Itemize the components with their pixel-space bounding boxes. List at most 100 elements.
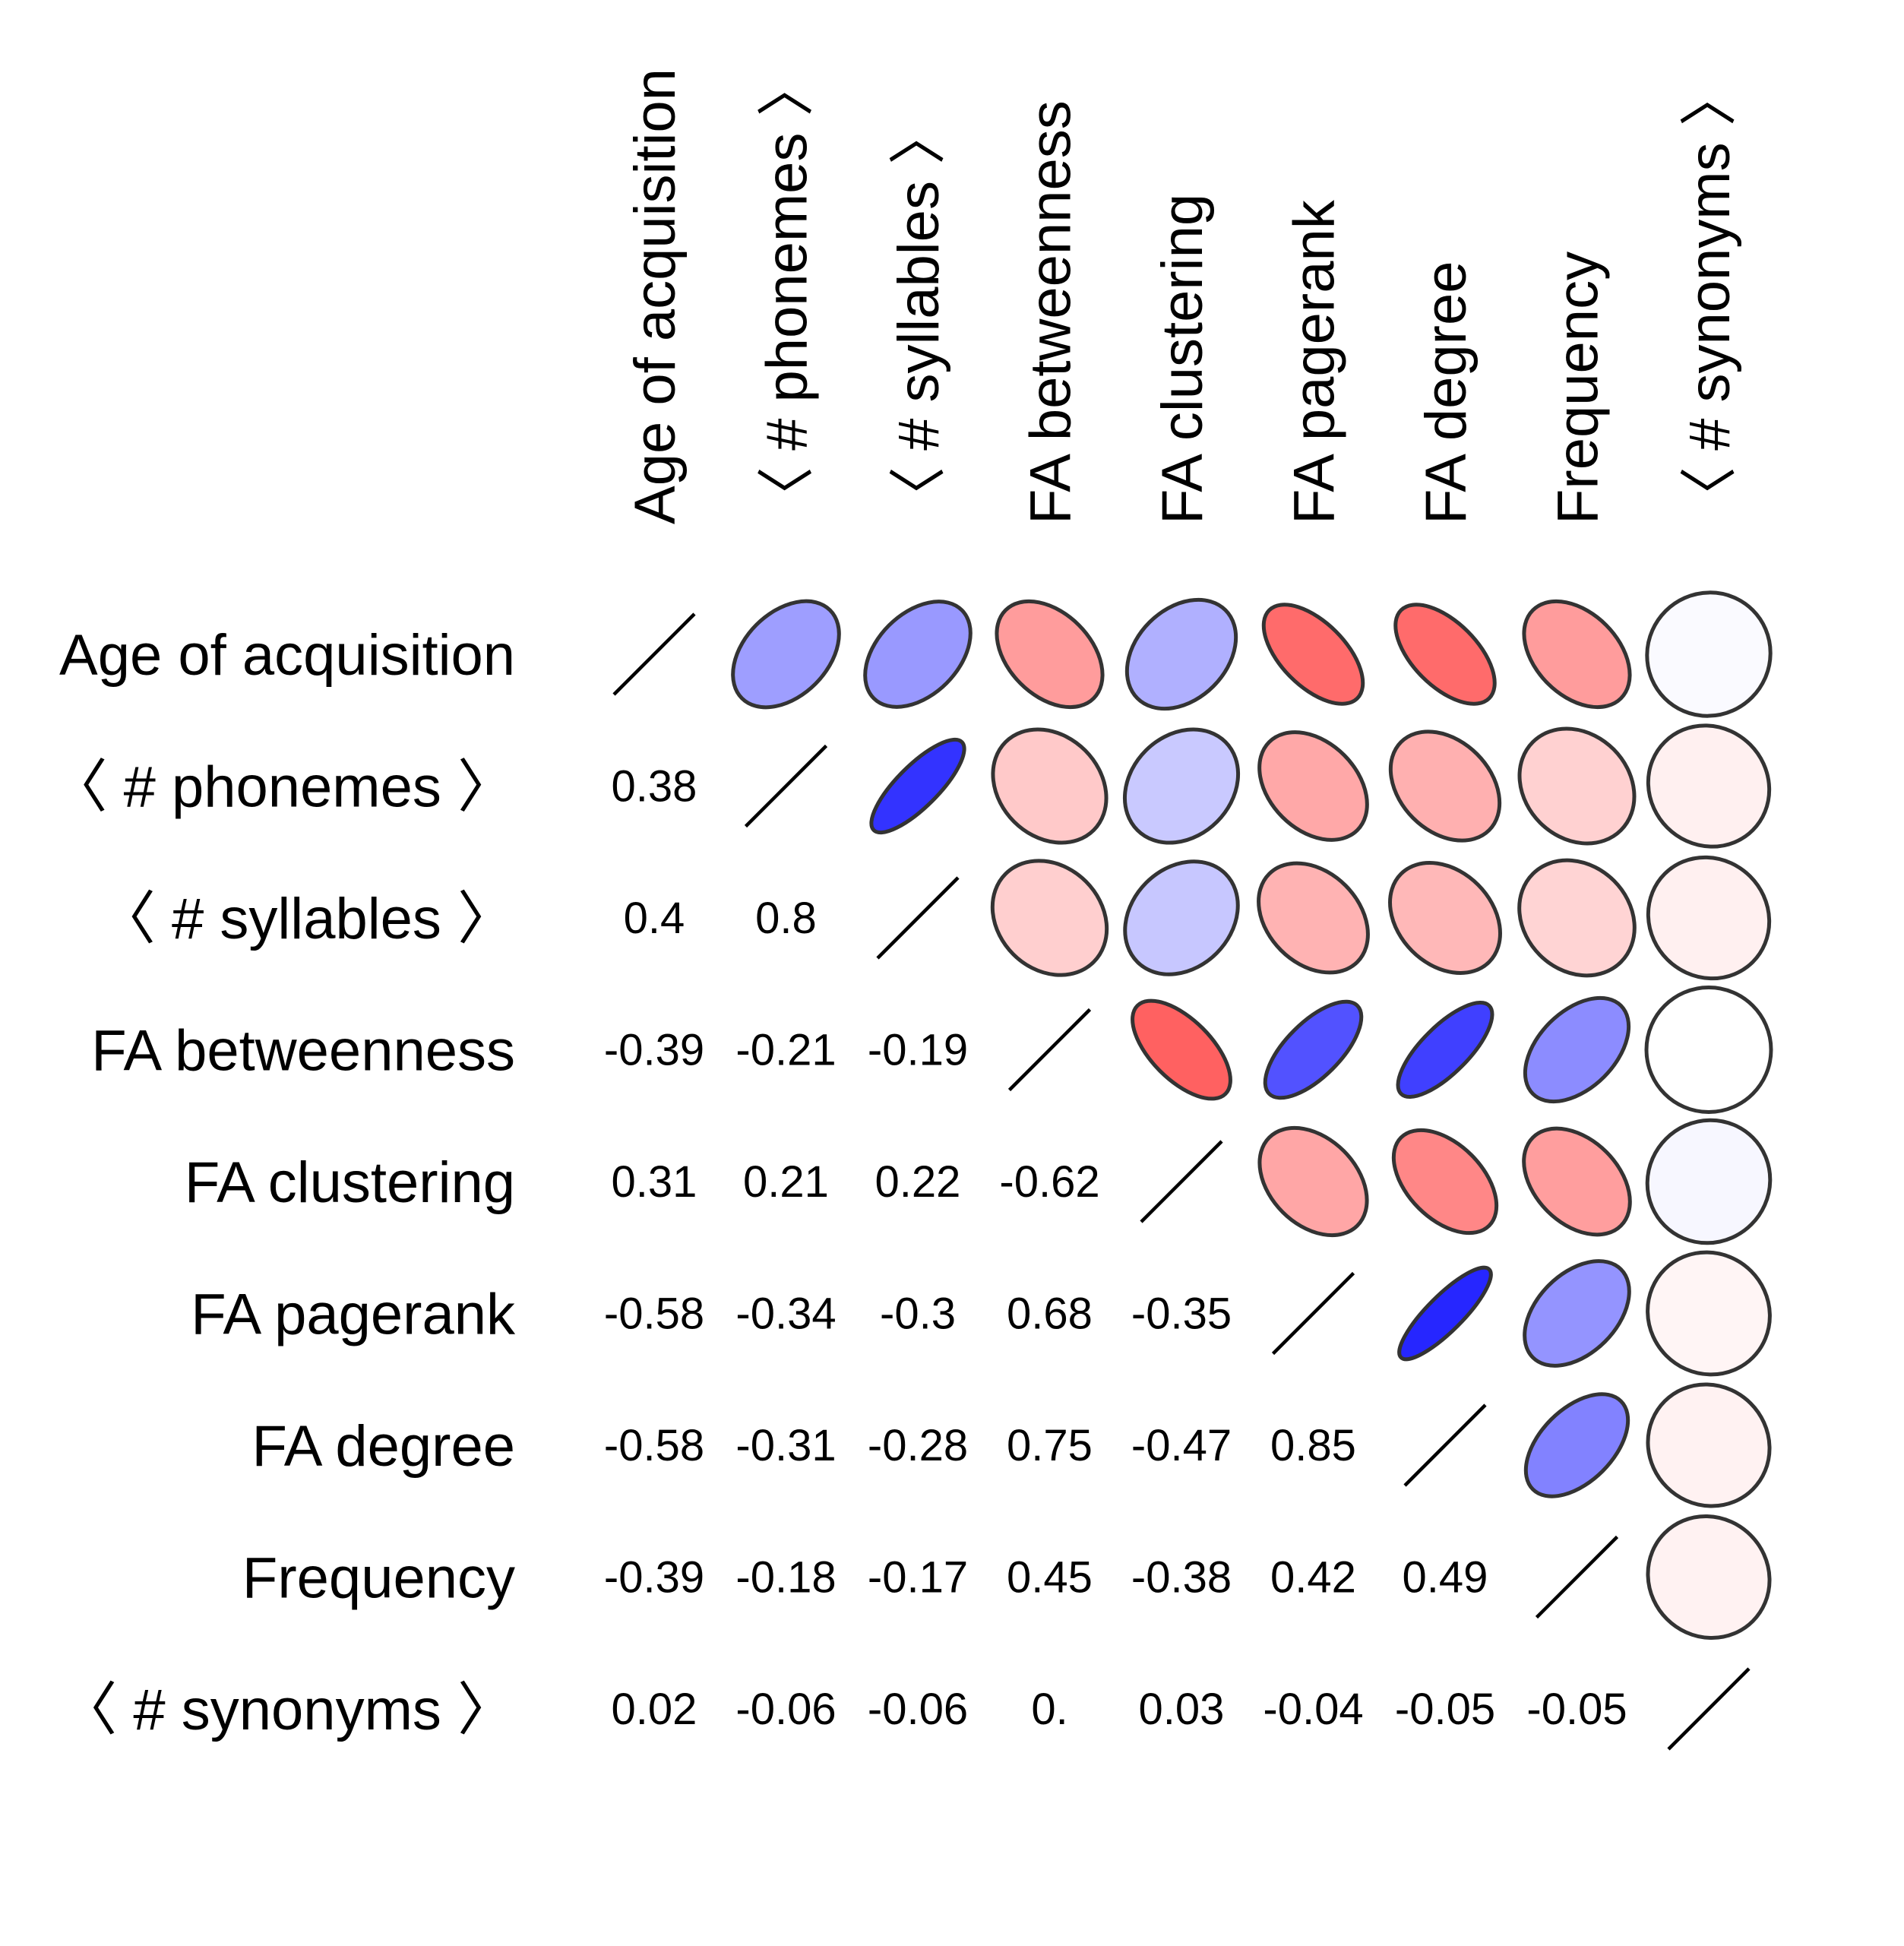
- column-label-synonyms: 〈 # synonyms 〉: [1678, 68, 1742, 524]
- column-label-syllables: 〈 # syllables 〉: [887, 107, 951, 524]
- row-label-age-of-acquisition: Age of acquisition: [59, 623, 515, 688]
- correlation-value: -0.38: [1131, 1553, 1232, 1603]
- diagonal-line: [1667, 1667, 1751, 1751]
- column-label-phonemes: 〈 # phonemes 〉: [755, 59, 820, 524]
- correlation-value: 0.8: [755, 894, 817, 943]
- correlation-value: -0.05: [1526, 1685, 1627, 1734]
- correlation-ellipse: [1646, 723, 1772, 849]
- column-label-age-of-acquisition: Age of acquisition: [623, 68, 688, 524]
- correlation-ellipse: [1522, 599, 1632, 710]
- column-label-fa-degree: FA degree: [1414, 261, 1479, 525]
- correlation-value: 0.75: [1007, 1421, 1093, 1470]
- correlation-ellipse: [1523, 995, 1631, 1104]
- correlation-value: 0.45: [1007, 1553, 1093, 1603]
- correlation-ellipse: [1646, 1514, 1772, 1641]
- correlation-ellipse: [1644, 986, 1773, 1114]
- correlation-ellipse: [1122, 727, 1241, 845]
- correlation-ellipse: [1523, 1392, 1630, 1498]
- correlation-value: -0.06: [735, 1685, 836, 1734]
- row-label-fa-pagerank: FA pagerank: [191, 1283, 516, 1347]
- correlation-ellipse: [1257, 1125, 1369, 1238]
- correlation-value: 0.85: [1270, 1421, 1356, 1470]
- correlation-ellipse: [869, 737, 966, 835]
- row-label-phonemes: 〈 # phonemes 〉: [49, 755, 515, 820]
- correlation-ellipse: [1388, 729, 1502, 843]
- correlation-value: 0.: [1031, 1685, 1067, 1734]
- diagonal-line: [744, 744, 828, 828]
- correlation-ellipse: [1393, 603, 1497, 706]
- correlation-value: -0.18: [735, 1553, 836, 1603]
- correlation-value: -0.3: [880, 1289, 956, 1339]
- correlation-ellipse: [1646, 855, 1772, 981]
- diagonal-line: [1007, 1008, 1092, 1092]
- correlation-ellipse: [995, 599, 1105, 710]
- correlation-ellipse: [1257, 730, 1369, 842]
- correlation-value: -0.21: [735, 1026, 836, 1075]
- diagonal-line: [1403, 1403, 1487, 1487]
- correlation-value: -0.06: [868, 1685, 968, 1734]
- correlation-ellipse: [990, 859, 1109, 977]
- diagonal-line: [1271, 1271, 1355, 1356]
- correlation-value: -0.05: [1395, 1685, 1495, 1734]
- correlation-ellipse: [1124, 597, 1238, 711]
- correlation-ellipse: [1263, 999, 1364, 1100]
- correlation-value: 0.38: [612, 762, 697, 812]
- matrix-cells: 0.38 0.4 0.8 -0.39 -0.21 -0.19 0.31 0.21 0.22 -0.…: [604, 590, 1773, 1751]
- column-label-fa-betweenness: FA betweenness: [1019, 100, 1083, 524]
- row-label-fa-betweenness: FA betweenness: [91, 1019, 515, 1084]
- correlation-value: -0.31: [735, 1421, 836, 1470]
- diagonal-line: [1535, 1535, 1619, 1619]
- column-label-frequency: Frequency: [1546, 252, 1611, 524]
- correlation-ellipse: [1523, 1259, 1631, 1368]
- column-label-fa-pagerank: FA pagerank: [1283, 199, 1347, 524]
- row-label-syllables: 〈 # syllables 〉: [98, 887, 515, 951]
- correlation-ellipse: [1391, 1128, 1499, 1236]
- correlation-value: -0.58: [604, 1289, 704, 1339]
- correlation-value: 0.42: [1270, 1553, 1356, 1603]
- correlation-ellipse: [1397, 1265, 1493, 1362]
- correlation-value: -0.35: [1131, 1289, 1232, 1339]
- correlation-ellipse: [1646, 1382, 1772, 1508]
- correlation-ellipse: [863, 600, 973, 709]
- correlation-ellipse: [1396, 1001, 1494, 1099]
- row-label-synonyms: 〈 # synonyms 〉: [59, 1678, 515, 1742]
- correlation-ellipse: [1517, 858, 1637, 978]
- correlation-ellipse: [1517, 726, 1637, 846]
- column-label-fa-clustering: FA clustering: [1150, 194, 1215, 524]
- correlation-value: -0.58: [604, 1421, 704, 1470]
- row-label-fa-clustering: FA clustering: [185, 1150, 515, 1215]
- correlation-value: 0.4: [624, 894, 685, 943]
- diagonal-line: [612, 612, 696, 696]
- correlation-ellipse: [1646, 1250, 1772, 1377]
- correlation-value: 0.68: [1007, 1289, 1093, 1339]
- diagonal-line: [1140, 1140, 1223, 1223]
- correlation-ellipse: [1257, 861, 1370, 975]
- correlation-value: 0.49: [1403, 1553, 1488, 1603]
- correlation-ellipse: [1131, 998, 1232, 1101]
- correlation-value: -0.39: [604, 1553, 704, 1603]
- row-label-frequency: Frequency: [242, 1546, 515, 1611]
- correlation-ellipse: [1645, 1118, 1773, 1245]
- diagonal-line: [876, 876, 960, 960]
- correlation-value: 0.22: [875, 1157, 961, 1207]
- correlation-ellipse: [1261, 603, 1365, 706]
- correlation-value: -0.19: [868, 1026, 968, 1075]
- correlation-ellipse: [731, 599, 841, 710]
- correlation-value: -0.28: [868, 1421, 968, 1470]
- correlation-ellipse: [1123, 859, 1240, 976]
- correlation-value: -0.39: [604, 1026, 704, 1075]
- correlation-value: 0.02: [612, 1685, 697, 1734]
- correlation-ellipse: [1522, 1126, 1632, 1237]
- correlation-value: -0.17: [868, 1553, 968, 1603]
- correlation-value: 0.03: [1139, 1685, 1225, 1734]
- correlation-value: -0.34: [735, 1289, 836, 1339]
- column-labels: Age of acquisition 〈 # phonemes 〉 〈 # syll…: [623, 59, 1742, 524]
- row-labels: Age of acquisition 〈 # phonemes 〉〈 # syll…: [49, 623, 516, 1742]
- correlation-value: -0.62: [999, 1157, 1099, 1207]
- correlation-value: 0.21: [743, 1157, 829, 1207]
- correlation-value: 0.31: [612, 1157, 697, 1207]
- correlation-value: -0.04: [1263, 1685, 1363, 1734]
- row-label-fa-degree: FA degree: [252, 1414, 516, 1479]
- correlation-value: -0.47: [1131, 1421, 1232, 1470]
